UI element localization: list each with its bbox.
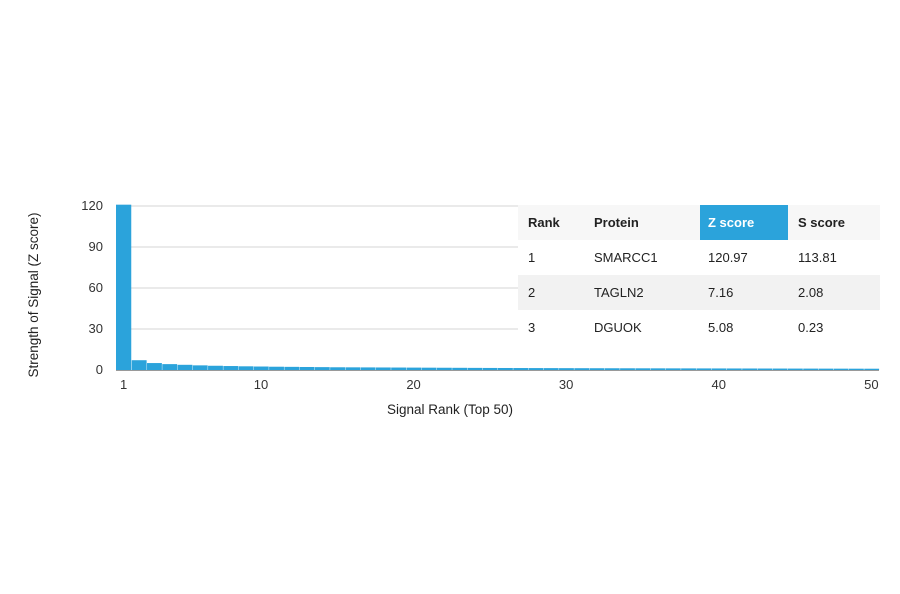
bar-rank-38	[681, 368, 696, 370]
bar-rank-11	[269, 366, 284, 370]
bar-rank-43	[757, 368, 773, 370]
bars	[116, 204, 880, 370]
bar-rank-7	[208, 365, 223, 370]
z-score-header-highlight	[700, 205, 788, 240]
bar-rank-1	[116, 204, 132, 370]
bar-rank-13	[299, 366, 315, 370]
x-axis-title: Signal Rank (Top 50)	[387, 402, 513, 417]
table-header-z-score: Z score	[708, 215, 754, 230]
y-tick-60: 60	[89, 280, 103, 295]
table-cell: 113.81	[798, 250, 837, 265]
bar-rank-22	[436, 367, 452, 370]
bar-rank-42	[742, 368, 758, 370]
bar-rank-20	[406, 367, 422, 370]
table-cell: 2	[528, 285, 535, 300]
bar-rank-44	[772, 368, 788, 370]
table-cell: TAGLN2	[594, 285, 644, 300]
x-tick-30: 30	[559, 377, 573, 392]
bar-rank-47	[818, 368, 834, 370]
bar-rank-40	[711, 368, 727, 370]
y-tick-120: 120	[81, 198, 103, 213]
x-tick-20: 20	[406, 377, 420, 392]
table-cell: 7.16	[708, 285, 733, 300]
bar-rank-26	[498, 367, 513, 370]
y-tick-0: 0	[96, 362, 103, 377]
bar-rank-14	[314, 367, 330, 370]
bar-rank-45	[787, 368, 803, 370]
bar-rank-15	[330, 367, 345, 370]
table-cell: 120.97	[708, 250, 748, 265]
x-tick-50: 50	[864, 377, 878, 392]
table-cell: SMARCC1	[594, 250, 658, 265]
y-axis-title: Strength of Signal (Z score)	[26, 212, 41, 377]
bar-rank-48	[833, 368, 849, 370]
table-cell: 0.23	[798, 320, 823, 335]
x-tick-labels: 1 10 20 30 40 50	[120, 377, 879, 392]
bar-rank-33	[604, 368, 620, 370]
bar-rank-30	[559, 368, 574, 370]
bar-rank-6	[192, 365, 208, 370]
y-tick-labels: 0 30 60 90 120	[81, 198, 103, 377]
bar-rank-8	[223, 366, 239, 370]
bar-rank-25	[482, 367, 498, 370]
y-tick-30: 30	[89, 321, 103, 336]
table-cell: 2.08	[798, 285, 823, 300]
bar-rank-50	[864, 368, 880, 370]
table-header-bg	[518, 205, 700, 240]
y-tick-90: 90	[89, 239, 103, 254]
bar-rank-29	[543, 368, 559, 370]
bar-rank-23	[452, 367, 468, 370]
bar-rank-32	[589, 368, 605, 370]
bar-rank-21	[421, 367, 437, 370]
table-header-rank: Rank	[528, 215, 561, 230]
bar-rank-37	[665, 368, 681, 370]
bar-rank-2	[131, 360, 147, 370]
x-tick-1: 1	[120, 377, 127, 392]
bar-rank-19	[391, 367, 407, 370]
results-table: Rank Protein Z score S score 1 SMARCC1 120.97 1…	[518, 205, 880, 345]
table-row-stripe	[518, 275, 880, 310]
table-cell: 5.08	[708, 320, 733, 335]
table-cell: 3	[528, 320, 535, 335]
bar-rank-9	[238, 366, 254, 370]
bar-rank-49	[848, 368, 864, 370]
bar-rank-39	[696, 368, 712, 370]
bar-rank-46	[803, 368, 819, 370]
bar-rank-41	[726, 368, 742, 370]
table-header-bg-right	[788, 205, 880, 240]
bar-rank-31	[574, 368, 590, 370]
bar-rank-18	[375, 367, 391, 370]
table-cell: DGUOK	[594, 320, 642, 335]
bar-rank-17	[360, 367, 376, 370]
bar-rank-24	[467, 367, 483, 370]
bar-rank-5	[177, 364, 193, 370]
bar-rank-28	[528, 368, 544, 370]
bar-rank-10	[253, 366, 269, 370]
x-tick-40: 40	[712, 377, 726, 392]
table-header-protein: Protein	[594, 215, 639, 230]
bar-rank-27	[513, 368, 529, 370]
bar-rank-16	[345, 367, 361, 370]
bar-rank-3	[147, 363, 162, 370]
bar-rank-4	[162, 364, 178, 370]
table-cell: 1	[528, 250, 535, 265]
table-header-s-score: S score	[798, 215, 845, 230]
bar-rank-35	[635, 368, 651, 370]
bar-rank-36	[650, 368, 666, 370]
bar-rank-12	[284, 366, 300, 370]
bar-rank-34	[620, 368, 635, 370]
x-tick-10: 10	[254, 377, 268, 392]
